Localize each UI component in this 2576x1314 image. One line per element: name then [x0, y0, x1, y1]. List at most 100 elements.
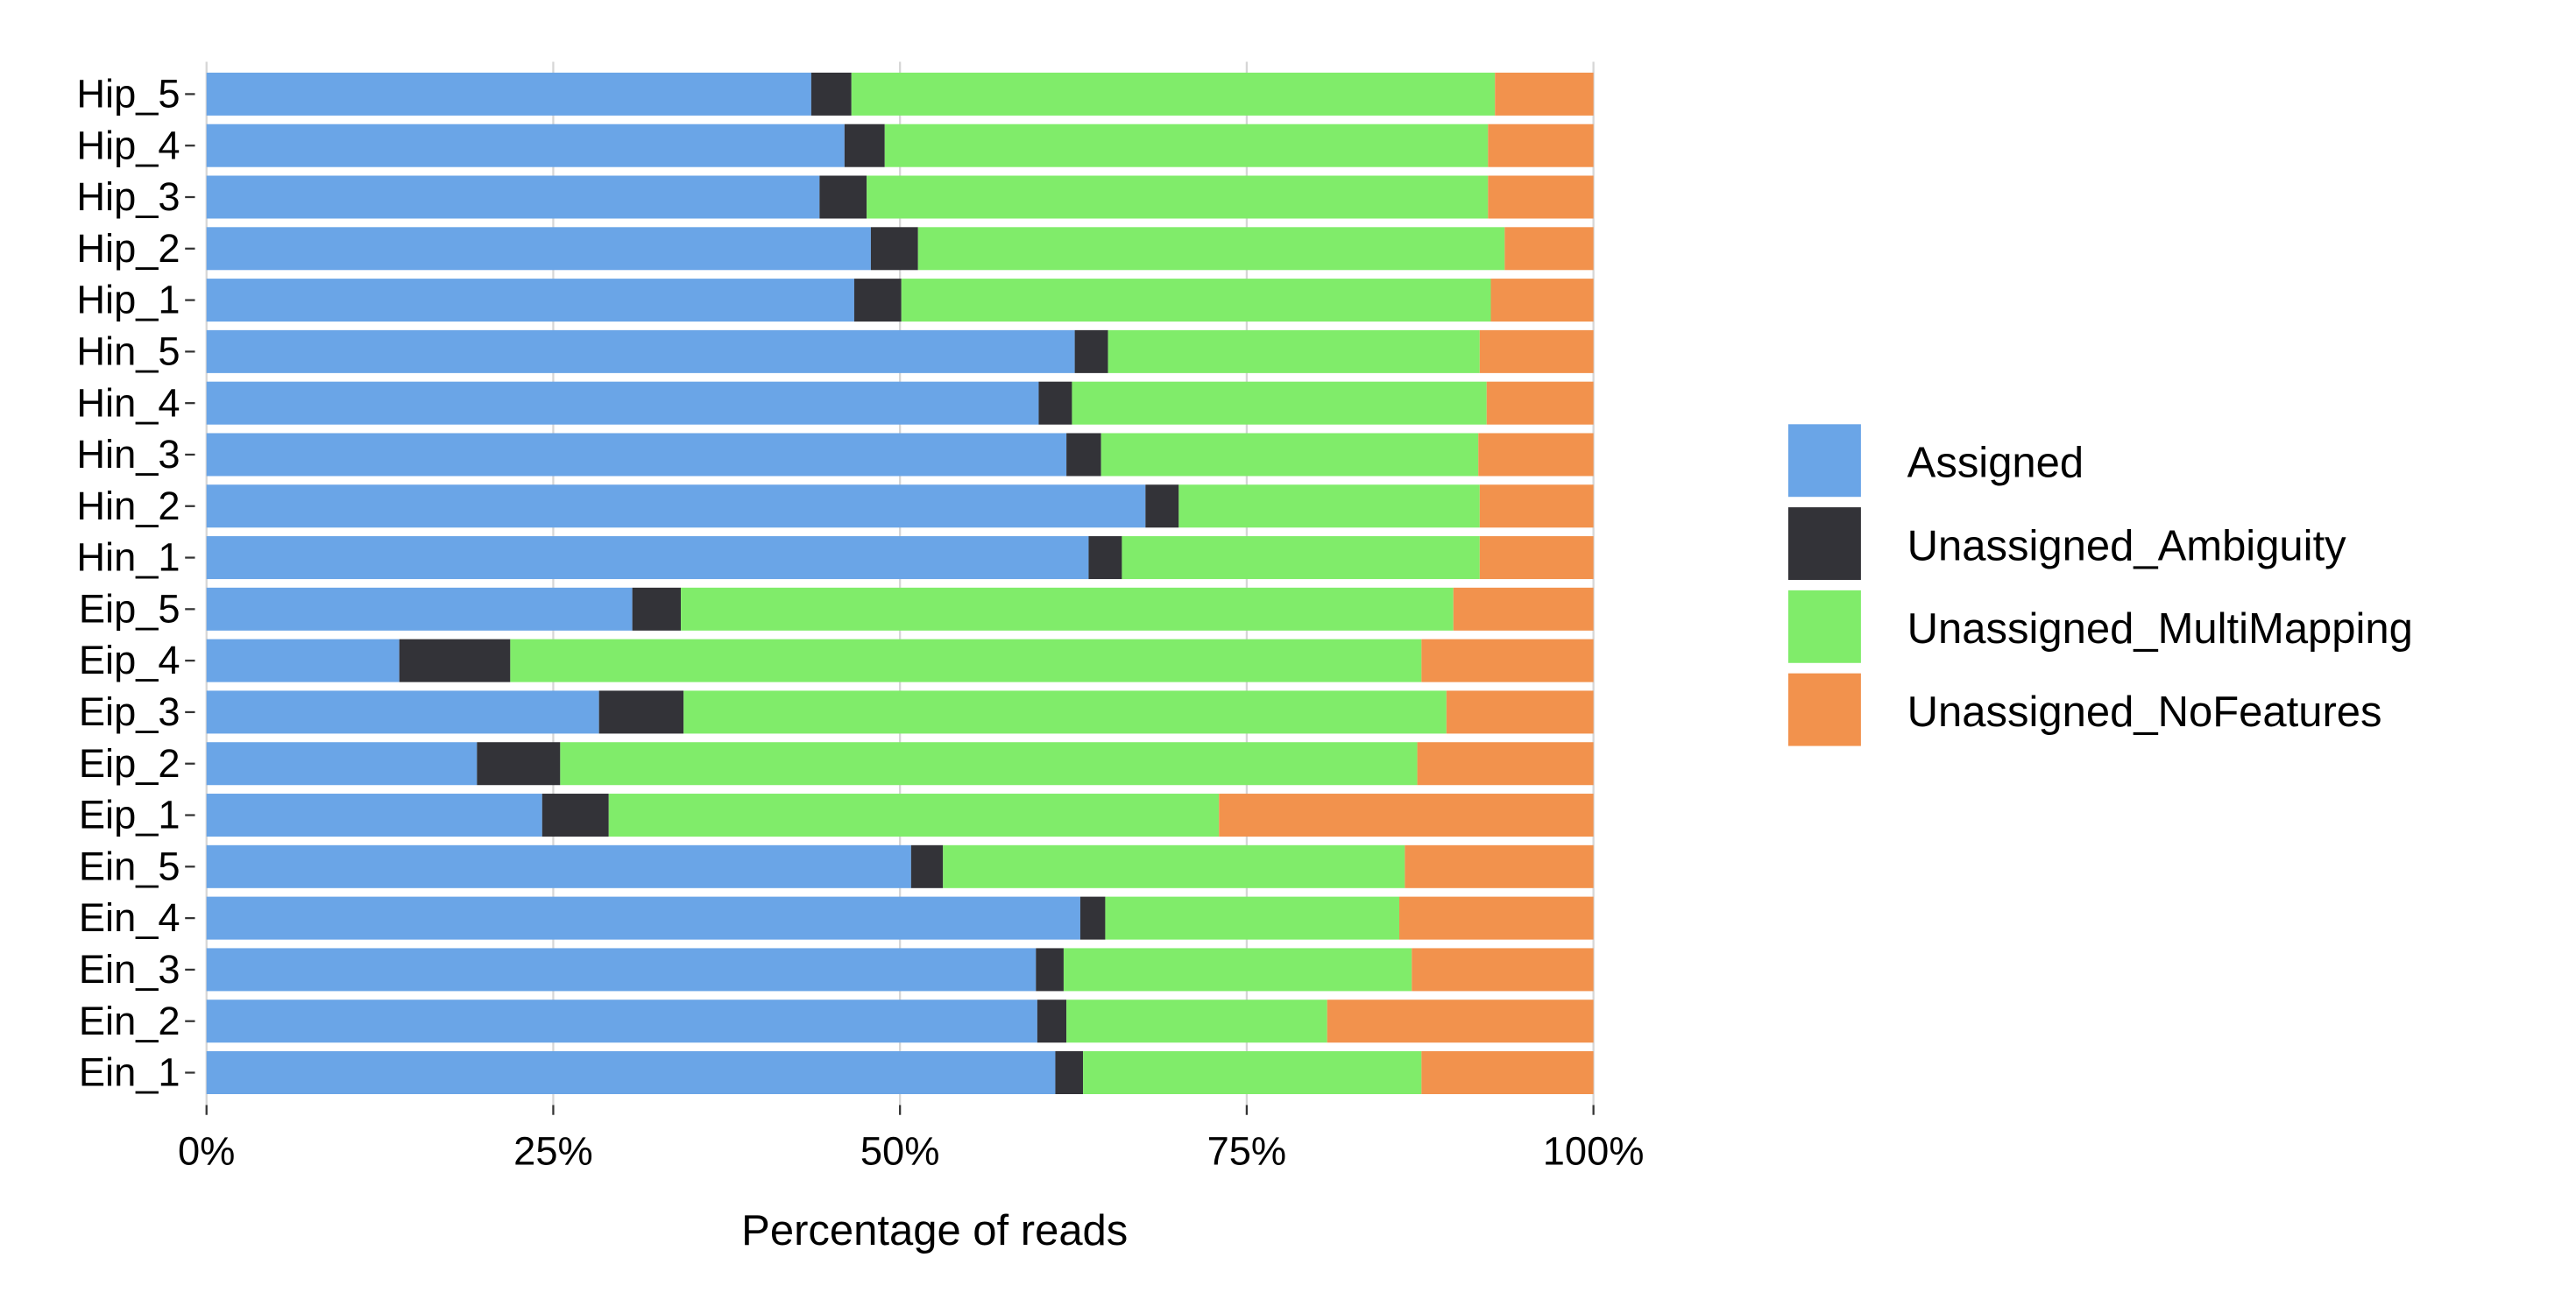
y-tick-label: Eip_4 — [79, 638, 180, 682]
bar-segment — [206, 484, 1146, 528]
bar-segment — [1478, 433, 1594, 477]
x-tick-label: 0% — [178, 1128, 235, 1173]
bar-segment — [1453, 587, 1594, 631]
bar-segment — [819, 175, 867, 219]
y-tick-label: Eip_5 — [79, 586, 180, 631]
bar-segment — [810, 72, 852, 116]
bar-segment — [1417, 742, 1594, 786]
bar-segment — [910, 844, 944, 888]
y-tick-label: Eip_3 — [79, 689, 180, 734]
bar-segment — [206, 1051, 1056, 1094]
bar-segment — [206, 742, 478, 786]
bar-segment — [844, 124, 885, 167]
y-tick-label: Hip_4 — [76, 123, 180, 167]
bar-segment — [1145, 484, 1179, 528]
bar-segment — [206, 381, 1039, 425]
legend-label: Assigned — [1907, 440, 2084, 487]
bar-segment — [560, 742, 1418, 786]
x-tick-label: 100% — [1543, 1128, 1645, 1173]
bar-segment — [1405, 844, 1594, 888]
bar-segment — [1066, 433, 1101, 477]
bars — [206, 72, 1594, 1094]
bar-segment — [851, 72, 1496, 116]
y-tick-label: Hip_3 — [76, 174, 180, 219]
y-tick-label: Eip_2 — [79, 741, 180, 786]
bar-segment — [870, 227, 918, 271]
bar-segment — [1074, 329, 1108, 373]
bar-segment — [867, 175, 1489, 219]
legend-swatch — [1787, 590, 1861, 663]
bar-segment — [598, 690, 684, 734]
y-tick-label: Hin_3 — [76, 432, 180, 477]
bar-segment — [1327, 1000, 1594, 1043]
bar-segment — [477, 742, 561, 786]
legend: Assigned Unassigned_Ambiguity Unassigned_M… — [1787, 424, 2413, 746]
bar-segment — [1036, 948, 1064, 992]
bar-segment — [1399, 896, 1594, 940]
x-tick-label: 25% — [513, 1128, 593, 1173]
bar-segment — [1495, 72, 1594, 116]
bar-segment — [632, 587, 682, 631]
bar-segment — [901, 279, 1491, 322]
bar-segment — [1178, 484, 1480, 528]
y-tick-label: Ein_5 — [79, 844, 180, 888]
y-tick-label: Ein_3 — [79, 947, 180, 992]
y-tick-label: Hin_5 — [76, 328, 180, 373]
bar-segment — [884, 124, 1489, 167]
x-axis: 0% 25% 50% 75% 100% — [178, 1105, 1644, 1173]
bar-segment — [206, 227, 871, 271]
bar-segment — [1479, 484, 1594, 528]
y-tick-label: Hip_1 — [76, 278, 180, 322]
y-tick-label: Hin_4 — [76, 380, 180, 425]
bar-segment — [1037, 1000, 1067, 1043]
bar-segment — [206, 639, 400, 682]
bar-segment — [1488, 124, 1594, 167]
bar-segment — [206, 896, 1080, 940]
bar-segment — [206, 536, 1089, 580]
bar-segment — [206, 279, 854, 322]
bar-segment — [1479, 536, 1594, 580]
bar-segment — [206, 329, 1075, 373]
bar-segment — [608, 794, 1220, 837]
bar-segment — [1066, 1000, 1327, 1043]
bar-segment — [206, 124, 845, 167]
legend-label: Unassigned_NoFeatures — [1907, 689, 2382, 736]
bar-segment — [1446, 690, 1594, 734]
y-tick-label: Hip_5 — [76, 71, 180, 116]
bar-segment — [1038, 381, 1072, 425]
bar-segment — [1504, 227, 1594, 271]
bar-segment — [1219, 794, 1594, 837]
bar-segment — [1479, 329, 1594, 373]
bar-segment — [943, 844, 1405, 888]
bar-segment — [1083, 1051, 1422, 1094]
bar-segment — [206, 844, 911, 888]
x-tick-label: 75% — [1207, 1128, 1287, 1173]
y-tick-label: Eip_1 — [79, 793, 180, 837]
bar-segment — [1490, 279, 1594, 322]
y-tick-label: Hin_2 — [76, 484, 180, 528]
bar-segment — [1100, 433, 1479, 477]
y-tick-label: Ein_1 — [79, 1050, 180, 1095]
bar-segment — [1072, 381, 1487, 425]
bar-segment — [1055, 1051, 1084, 1094]
bar-segment — [853, 279, 902, 322]
bar-segment — [1421, 1051, 1594, 1094]
bar-segment — [206, 72, 811, 116]
bar-segment — [1412, 948, 1594, 992]
bar-segment — [510, 639, 1422, 682]
x-axis-label: Percentage of reads — [741, 1207, 1128, 1254]
bar-segment — [1122, 536, 1480, 580]
bar-segment — [1105, 896, 1400, 940]
y-tick-label: Ein_4 — [79, 895, 180, 940]
legend-label: Unassigned_MultiMapping — [1907, 605, 2413, 653]
bar-segment — [1421, 639, 1594, 682]
bar-segment — [206, 794, 542, 837]
legend-swatch — [1787, 507, 1861, 580]
x-tick-label: 50% — [860, 1128, 940, 1173]
bar-segment — [206, 1000, 1037, 1043]
bar-segment — [683, 690, 1447, 734]
bar-segment — [541, 794, 609, 837]
bar-segment — [1079, 896, 1106, 940]
bar-segment — [681, 587, 1454, 631]
